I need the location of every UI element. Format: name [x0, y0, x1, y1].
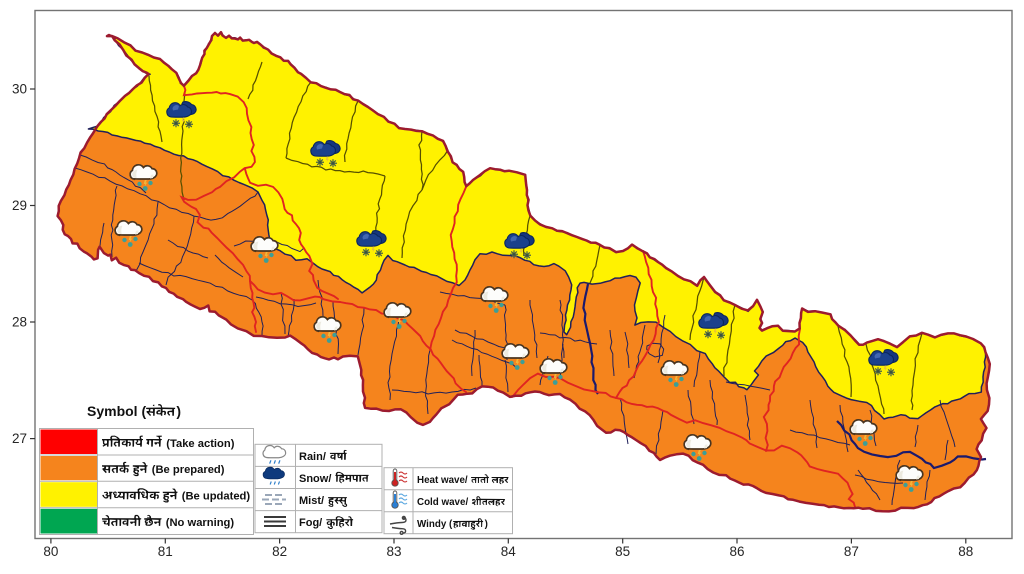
- svg-text:): ): [485, 519, 488, 530]
- svg-text:85: 85: [615, 544, 630, 559]
- svg-text:88: 88: [958, 544, 973, 559]
- svg-text:Fog/: Fog/: [299, 517, 322, 529]
- svg-text:(Be updated): (Be updated): [182, 491, 251, 503]
- svg-text:84: 84: [501, 544, 517, 559]
- svg-text:Rain/: Rain/: [299, 451, 326, 463]
- svg-text:82: 82: [272, 544, 287, 559]
- svg-text:27: 27: [12, 431, 27, 446]
- svg-text:87: 87: [844, 544, 859, 559]
- svg-text:80: 80: [43, 544, 58, 559]
- svg-text:83: 83: [386, 544, 401, 559]
- svg-text:Symbol (: Symbol (: [87, 403, 146, 419]
- svg-text:(Be prepared): (Be prepared): [152, 464, 225, 476]
- svg-text:Windy (: Windy (: [417, 519, 453, 530]
- svg-text:28: 28: [12, 315, 27, 330]
- svg-text:81: 81: [158, 544, 173, 559]
- svg-text:Mist/: Mist/: [299, 495, 324, 507]
- svg-text:Snow/: Snow/: [299, 473, 331, 485]
- svg-text:Cold wave/: Cold wave/: [417, 497, 468, 508]
- svg-text:86: 86: [729, 544, 744, 559]
- svg-text:30: 30: [12, 82, 27, 97]
- svg-text:29: 29: [12, 198, 27, 213]
- svg-text:): ): [176, 403, 181, 419]
- svg-text:Heat wave/: Heat wave/: [417, 475, 468, 486]
- svg-text:(No warning): (No warning): [166, 517, 235, 529]
- svg-text:(Take action): (Take action): [166, 438, 234, 450]
